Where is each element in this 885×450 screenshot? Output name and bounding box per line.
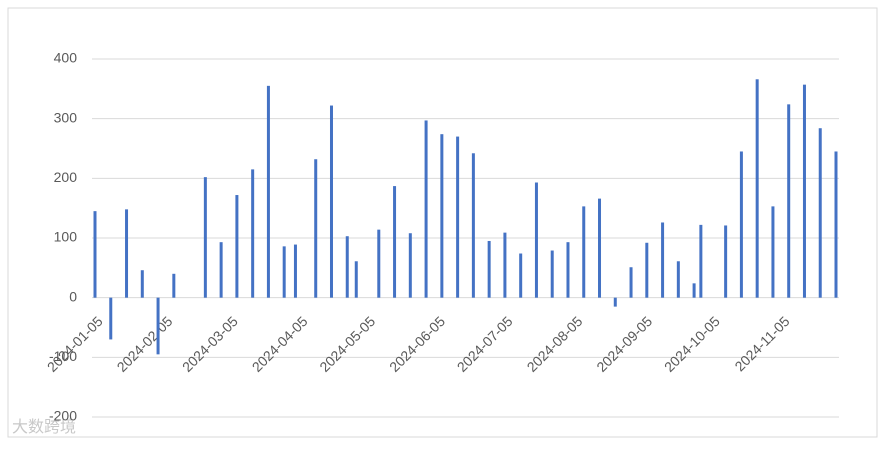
- y-tick-label: -100: [49, 348, 77, 364]
- bar: [724, 225, 728, 298]
- bar: [235, 195, 239, 298]
- bar: [140, 270, 144, 298]
- bar: [377, 229, 381, 298]
- bar: [787, 104, 791, 298]
- y-tick-label: 400: [54, 50, 78, 66]
- bar: [329, 105, 333, 298]
- y-tick-label: -200: [49, 408, 77, 424]
- bar: [345, 236, 349, 298]
- bar: [771, 206, 775, 298]
- bar: [293, 244, 297, 298]
- watermark: 大数跨境: [12, 417, 76, 436]
- bar: [503, 232, 507, 298]
- bar: [408, 233, 412, 298]
- bar: [645, 242, 649, 298]
- bar: [266, 85, 270, 298]
- bar: [125, 209, 129, 298]
- bar: [534, 182, 538, 298]
- bar: [172, 273, 176, 298]
- bar: [550, 250, 554, 298]
- bar: [424, 120, 428, 298]
- bar: [661, 222, 665, 298]
- bar: [393, 186, 397, 298]
- bar: [613, 297, 617, 307]
- bar: [629, 267, 633, 298]
- bar: [519, 253, 523, 298]
- y-tick-label: 100: [54, 229, 78, 245]
- bar: [219, 242, 223, 298]
- bar: [598, 198, 602, 298]
- bar: [314, 159, 318, 298]
- bar: [755, 79, 759, 298]
- bar: [487, 240, 491, 298]
- bar: [582, 206, 586, 298]
- bar: [203, 177, 207, 298]
- bar: [739, 151, 743, 298]
- bar: [251, 169, 255, 298]
- bar: [818, 128, 822, 298]
- y-tick-label: 0: [69, 288, 77, 304]
- bar: [440, 134, 444, 298]
- bar: [156, 297, 160, 355]
- y-tick-label: 300: [54, 109, 78, 125]
- bar: [354, 261, 358, 298]
- bar: [566, 242, 570, 298]
- bar: [834, 151, 838, 298]
- bar: [456, 136, 460, 298]
- bar: [282, 246, 286, 298]
- bar: [699, 224, 703, 298]
- bar: [109, 297, 113, 340]
- y-tick-label: 200: [54, 169, 78, 185]
- bar: [471, 153, 475, 298]
- bar: [93, 211, 97, 298]
- bar: [692, 283, 696, 298]
- bar: [676, 261, 680, 298]
- bar: [802, 84, 806, 298]
